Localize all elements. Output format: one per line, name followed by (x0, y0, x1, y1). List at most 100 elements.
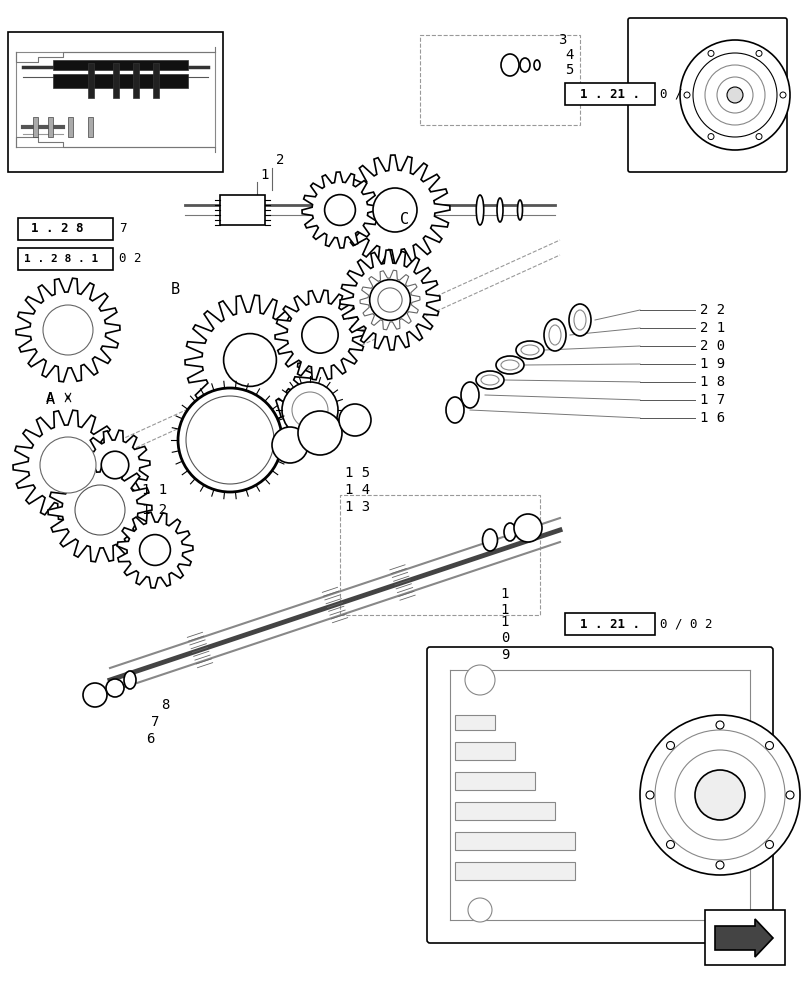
Ellipse shape (476, 195, 484, 225)
Polygon shape (117, 512, 193, 588)
Circle shape (272, 427, 308, 463)
Bar (88, 63, 94, 98)
Bar (8, 32, 223, 172)
Circle shape (786, 791, 794, 799)
Polygon shape (302, 172, 378, 248)
Text: 0 /: 0 / (660, 88, 683, 101)
Ellipse shape (461, 382, 479, 408)
Polygon shape (360, 270, 420, 330)
Circle shape (106, 679, 124, 697)
Circle shape (282, 382, 338, 438)
Polygon shape (340, 155, 450, 265)
Text: 2: 2 (276, 153, 284, 167)
Ellipse shape (482, 529, 498, 551)
Circle shape (514, 514, 542, 542)
Bar (455, 772, 535, 790)
Ellipse shape (549, 325, 561, 345)
Circle shape (465, 665, 495, 695)
Circle shape (224, 334, 276, 386)
Ellipse shape (574, 310, 586, 330)
Circle shape (140, 535, 170, 565)
Circle shape (708, 50, 714, 56)
Text: 0 2: 0 2 (119, 252, 141, 265)
Circle shape (46, 443, 90, 487)
Circle shape (47, 309, 89, 351)
Circle shape (646, 791, 654, 799)
Bar (153, 63, 159, 98)
Circle shape (43, 305, 93, 355)
Ellipse shape (520, 58, 530, 72)
Text: 2 1: 2 1 (700, 321, 725, 335)
Circle shape (378, 288, 402, 312)
Text: 1 6: 1 6 (700, 411, 725, 425)
Ellipse shape (446, 397, 464, 423)
Text: 7: 7 (151, 715, 159, 729)
Text: 0 / 0 2: 0 / 0 2 (660, 617, 713, 631)
Circle shape (75, 485, 125, 535)
Bar (420, 35, 580, 125)
Ellipse shape (516, 341, 544, 359)
Text: 3: 3 (558, 33, 566, 47)
Polygon shape (80, 430, 150, 500)
Circle shape (667, 840, 675, 848)
Text: 2 2: 2 2 (700, 303, 725, 317)
Circle shape (468, 898, 492, 922)
Bar (455, 742, 515, 760)
Text: B: B (170, 282, 179, 298)
Bar (53, 74, 188, 88)
Bar (220, 195, 265, 225)
Ellipse shape (501, 54, 519, 76)
Text: 8: 8 (161, 698, 169, 712)
Circle shape (186, 396, 274, 484)
Bar (455, 862, 575, 880)
Circle shape (83, 683, 107, 707)
Circle shape (695, 770, 745, 820)
Polygon shape (275, 290, 365, 380)
Bar (455, 832, 575, 850)
Ellipse shape (521, 345, 539, 355)
Bar (705, 910, 785, 965)
Bar (133, 63, 139, 98)
Circle shape (40, 437, 96, 493)
Circle shape (79, 489, 121, 531)
Bar (455, 802, 555, 820)
Text: 4: 4 (565, 48, 574, 62)
Text: 1 5: 1 5 (345, 466, 370, 480)
Circle shape (780, 92, 786, 98)
Circle shape (716, 861, 724, 869)
Text: 1 7: 1 7 (700, 393, 725, 407)
Bar (340, 495, 540, 615)
Bar (68, 117, 73, 137)
Circle shape (298, 411, 342, 455)
Ellipse shape (504, 523, 516, 541)
Circle shape (675, 750, 765, 840)
Text: 1 . 21 .: 1 . 21 . (580, 617, 640, 631)
Circle shape (705, 65, 765, 125)
Circle shape (640, 715, 800, 875)
Text: A: A (46, 390, 54, 404)
Circle shape (765, 840, 773, 848)
Text: 1
1: 1 1 (501, 587, 509, 617)
Bar (18, 248, 113, 270)
Text: 1 8: 1 8 (700, 375, 725, 389)
Circle shape (693, 53, 777, 137)
Text: 1 2: 1 2 (142, 503, 167, 517)
Bar (88, 117, 93, 137)
Bar (18, 218, 113, 240)
Circle shape (369, 280, 410, 320)
Circle shape (667, 742, 675, 750)
Circle shape (765, 742, 773, 750)
Bar (565, 613, 655, 635)
Circle shape (325, 195, 356, 225)
Circle shape (373, 188, 417, 232)
Text: 1 1: 1 1 (142, 483, 167, 497)
Text: 9: 9 (501, 648, 509, 662)
Bar (455, 715, 495, 730)
Polygon shape (340, 250, 440, 350)
Text: 1: 1 (261, 168, 269, 182)
Polygon shape (16, 278, 120, 382)
Ellipse shape (501, 360, 519, 370)
Circle shape (727, 87, 743, 103)
Text: C: C (401, 213, 410, 228)
Bar (48, 117, 53, 137)
